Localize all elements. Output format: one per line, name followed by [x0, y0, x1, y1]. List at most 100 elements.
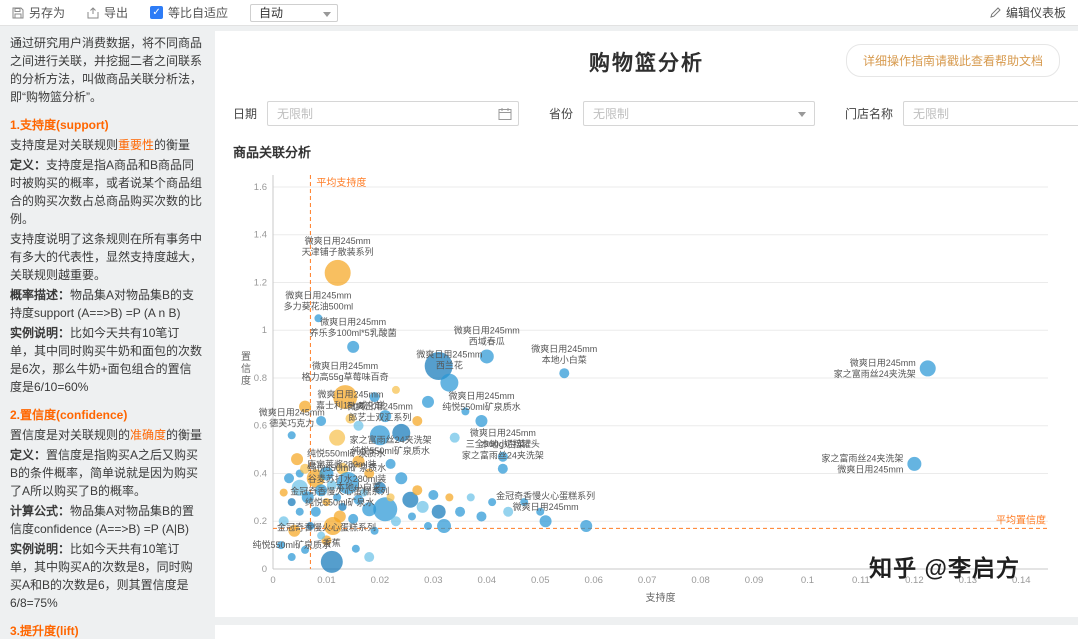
bubble[interactable]: [326, 480, 337, 491]
bubble[interactable]: [364, 552, 375, 563]
bubble[interactable]: [395, 472, 408, 485]
bubble[interactable]: [300, 463, 311, 474]
bubble[interactable]: [536, 507, 545, 516]
store-select[interactable]: 无限制: [903, 101, 1078, 126]
bubble[interactable]: [287, 498, 296, 507]
bubble[interactable]: [306, 522, 315, 531]
x-tick-label: 0.11: [852, 575, 870, 586]
bubble[interactable]: [301, 491, 314, 504]
bubble[interactable]: [412, 415, 423, 426]
bubble[interactable]: [422, 395, 434, 408]
bubble[interactable]: [437, 519, 452, 534]
bubble[interactable]: [488, 498, 497, 507]
bubble[interactable]: [324, 259, 351, 286]
association-scatter-chart[interactable]: 0 0.2 0.4 0.6 0.8 1 1.2 1.4 1.6 0 0.01 0.02 0.03 0.04…: [233, 165, 1060, 617]
bubble[interactable]: [369, 425, 390, 446]
bubble[interactable]: [476, 511, 487, 522]
bubble[interactable]: [919, 360, 936, 377]
province-select[interactable]: 无限制: [583, 101, 816, 126]
bubble[interactable]: [287, 431, 296, 440]
bubble[interactable]: [347, 340, 360, 353]
bubble[interactable]: [520, 498, 529, 507]
bubble[interactable]: [416, 500, 429, 513]
bubble[interactable]: [329, 429, 346, 446]
date-input[interactable]: 无限制: [267, 101, 520, 126]
bubble[interactable]: [466, 493, 475, 502]
bubble[interactable]: [370, 526, 379, 535]
bubble[interactable]: [391, 385, 400, 394]
bubble[interactable]: [580, 520, 593, 533]
bubble[interactable]: [310, 506, 321, 517]
bubble[interactable]: [373, 481, 386, 494]
bubble[interactable]: [539, 515, 552, 528]
help-button[interactable]: 详细操作指南请戳此查看帮助文档: [845, 44, 1060, 77]
bubble[interactable]: [445, 493, 454, 502]
bubble[interactable]: [362, 502, 377, 517]
bubble[interactable]: [301, 545, 310, 554]
bubble[interactable]: [364, 468, 375, 479]
bubble[interactable]: [319, 466, 334, 481]
bubble[interactable]: [373, 497, 398, 522]
bubble[interactable]: [369, 392, 380, 403]
bubble[interactable]: [475, 414, 488, 427]
bubble[interactable]: [497, 463, 508, 474]
bubble[interactable]: [338, 502, 347, 511]
save-as-button[interactable]: 另存为: [12, 4, 65, 21]
bubble[interactable]: [295, 507, 304, 516]
bubble[interactable]: [440, 373, 459, 392]
bubble[interactable]: [503, 506, 514, 517]
bubble[interactable]: [291, 479, 308, 496]
bubble[interactable]: [449, 432, 460, 443]
bubble[interactable]: [322, 498, 331, 507]
bubble[interactable]: [392, 423, 411, 442]
bubble[interactable]: [345, 413, 356, 424]
bubble[interactable]: [385, 458, 396, 469]
bubble[interactable]: [407, 512, 416, 521]
bubble[interactable]: [455, 506, 466, 517]
bubble[interactable]: [323, 517, 342, 536]
bubble[interactable]: [316, 415, 327, 426]
bubble[interactable]: [907, 456, 922, 471]
edit-dashboard-button[interactable]: 编辑仪表板: [989, 4, 1066, 21]
bubble[interactable]: [353, 494, 364, 505]
bubble[interactable]: [359, 488, 368, 497]
bubble[interactable]: [314, 314, 323, 323]
bubble[interactable]: [348, 513, 359, 524]
bubble[interactable]: [277, 541, 286, 550]
bubble[interactable]: [559, 368, 570, 379]
bubble[interactable]: [315, 484, 328, 497]
bubble[interactable]: [320, 550, 343, 573]
bubble[interactable]: [333, 385, 358, 410]
bubble[interactable]: [412, 485, 423, 496]
checkbox-checked-icon[interactable]: ✓: [150, 6, 164, 19]
bubble[interactable]: [402, 491, 419, 508]
export-button[interactable]: 导出: [87, 4, 128, 21]
watermark: 知乎 @李启方: [869, 555, 1020, 581]
bubble[interactable]: [497, 451, 508, 462]
bubble[interactable]: [333, 493, 342, 502]
bubble[interactable]: [287, 553, 296, 562]
bubble[interactable]: [288, 524, 301, 537]
bubble[interactable]: [352, 455, 365, 468]
bubble[interactable]: [278, 516, 289, 527]
bubble[interactable]: [431, 504, 446, 519]
bubble[interactable]: [379, 410, 392, 423]
bubble[interactable]: [279, 488, 288, 497]
bubble[interactable]: [336, 462, 349, 475]
bubble[interactable]: [386, 493, 395, 502]
bubble[interactable]: [390, 516, 401, 527]
bubble[interactable]: [479, 349, 494, 364]
bubble[interactable]: [284, 473, 295, 484]
bubble[interactable]: [461, 407, 470, 416]
bubble[interactable]: [299, 400, 312, 413]
bubble[interactable]: [353, 420, 364, 431]
bubble[interactable]: [351, 544, 360, 553]
zoom-select[interactable]: 自动: [250, 3, 339, 22]
bubble[interactable]: [317, 531, 326, 540]
fit-checkbox[interactable]: ✓ 等比自适应: [150, 4, 228, 21]
bubble[interactable]: [424, 352, 453, 381]
bubble[interactable]: [336, 472, 359, 495]
bubble[interactable]: [424, 522, 432, 531]
bubble[interactable]: [428, 489, 439, 500]
bubble[interactable]: [291, 453, 304, 466]
